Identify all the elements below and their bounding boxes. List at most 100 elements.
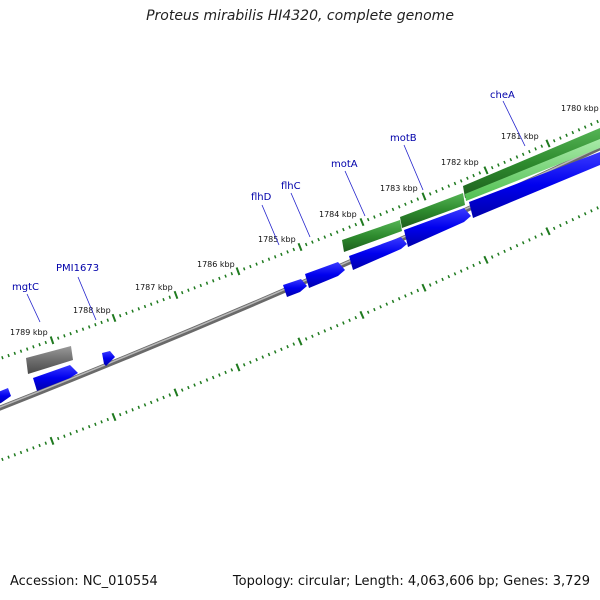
tick-mark [180,388,184,392]
tick-mark [273,255,277,259]
tick-mark [81,327,85,331]
tick-mark [410,200,413,204]
tick-mark [404,294,407,298]
kbp-label: 1783 kbp [380,184,418,193]
kbp-labels: 1789 kbp 1788 kbp 1787 kbp 1786 kbp 1785… [10,104,599,337]
tick-mark [106,318,110,322]
tick-mark [447,274,451,279]
tick-mark [317,331,320,336]
tick-mark [540,232,544,236]
tick-mark [297,337,303,346]
tick-mark [75,429,79,434]
gene-block-green [463,128,600,198]
tick-mark [545,139,551,148]
tick-mark [255,358,258,362]
tick-mark [571,130,575,135]
tick-mark [7,455,10,459]
tick-mark [280,252,283,256]
tick-mark [565,133,568,137]
tick-mark [366,217,370,222]
tick-mark [379,212,382,217]
tick-mark [354,315,358,320]
tick-mark [44,441,48,445]
tick-mark [162,297,165,302]
tick-mark [483,255,489,264]
tick-mark [94,422,97,426]
tick-mark [483,166,489,175]
gene-label-chea[interactable]: cheA [490,90,515,101]
gene-label-mgtc[interactable]: mgtC [12,282,39,293]
tick-mark [187,385,190,390]
tick-mark [304,337,308,341]
tick-mark [235,363,241,372]
tick-mark [503,160,506,165]
tick-mark [391,207,395,212]
tick-mark [235,267,241,276]
tick-mark [435,189,438,193]
tick-mark [118,313,122,318]
tick-mark [534,147,537,151]
tick-mark [261,259,265,264]
tick-mark [335,323,339,328]
gene-label-pmi1673[interactable]: PMI1673 [56,263,99,274]
tick-mark [534,235,537,239]
tick-mark [193,286,196,290]
tick-mark [273,350,277,354]
gene-block-green [342,220,402,252]
tick-mark [137,307,141,311]
tick-mark [404,202,407,206]
outer-tick-track [1,119,599,360]
tick-mark [373,307,376,312]
gene-block-green [400,193,465,228]
gene-label-motb[interactable]: motB [390,133,417,144]
tick-mark [7,353,10,358]
tick-mark [490,165,494,170]
tick-mark [329,232,333,237]
accession-text: Accession: NC_010554 [10,574,158,589]
tick-mark [359,218,365,227]
tick-mark [559,136,562,140]
tick-mark [193,383,196,387]
tick-mark [38,343,41,347]
tick-mark [249,264,252,269]
tick-mark [323,235,327,239]
tick-mark [267,257,271,261]
tick-mark [366,310,370,314]
gene-label-flhd[interactable]: flhD [251,192,272,203]
tick-mark [143,403,147,407]
tick-mark [131,408,134,412]
tick-mark [149,302,153,306]
tick-mark [292,247,296,252]
tick-mark [385,210,389,214]
tick-mark [441,187,444,191]
tick-mark [286,250,289,254]
tick-mark [397,297,401,301]
gene-label-mota[interactable]: motA [331,159,358,170]
tick-mark [249,360,252,364]
gene-arrow [404,208,471,247]
leader-line [261,204,280,246]
tick-mark [156,398,159,402]
tick-mark [156,300,159,304]
tick-mark [379,305,382,309]
gene-label-flhc[interactable]: flhC [281,181,301,192]
tick-mark [515,243,519,248]
kbp-label: 1784 kbp [319,210,357,219]
tick-mark [391,299,395,304]
tick-mark [421,283,427,292]
genome-summary-text: Topology: circular; Length: 4,063,606 bp… [232,574,590,589]
tick-mark [590,209,593,213]
tick-mark [335,230,339,234]
gene-block-light-green [465,139,600,201]
map-title: Proteus mirabilis HI4320, complete genom… [146,8,454,24]
tick-mark [94,323,97,327]
gene-arrow [283,279,307,297]
tick-mark [503,249,506,254]
leader-line [26,293,41,323]
tick-mark [521,152,525,156]
tick-mark [583,212,587,216]
tick-mark [317,237,320,242]
tick-mark [441,277,444,282]
tick-mark [453,272,457,276]
tick-mark [297,242,303,252]
